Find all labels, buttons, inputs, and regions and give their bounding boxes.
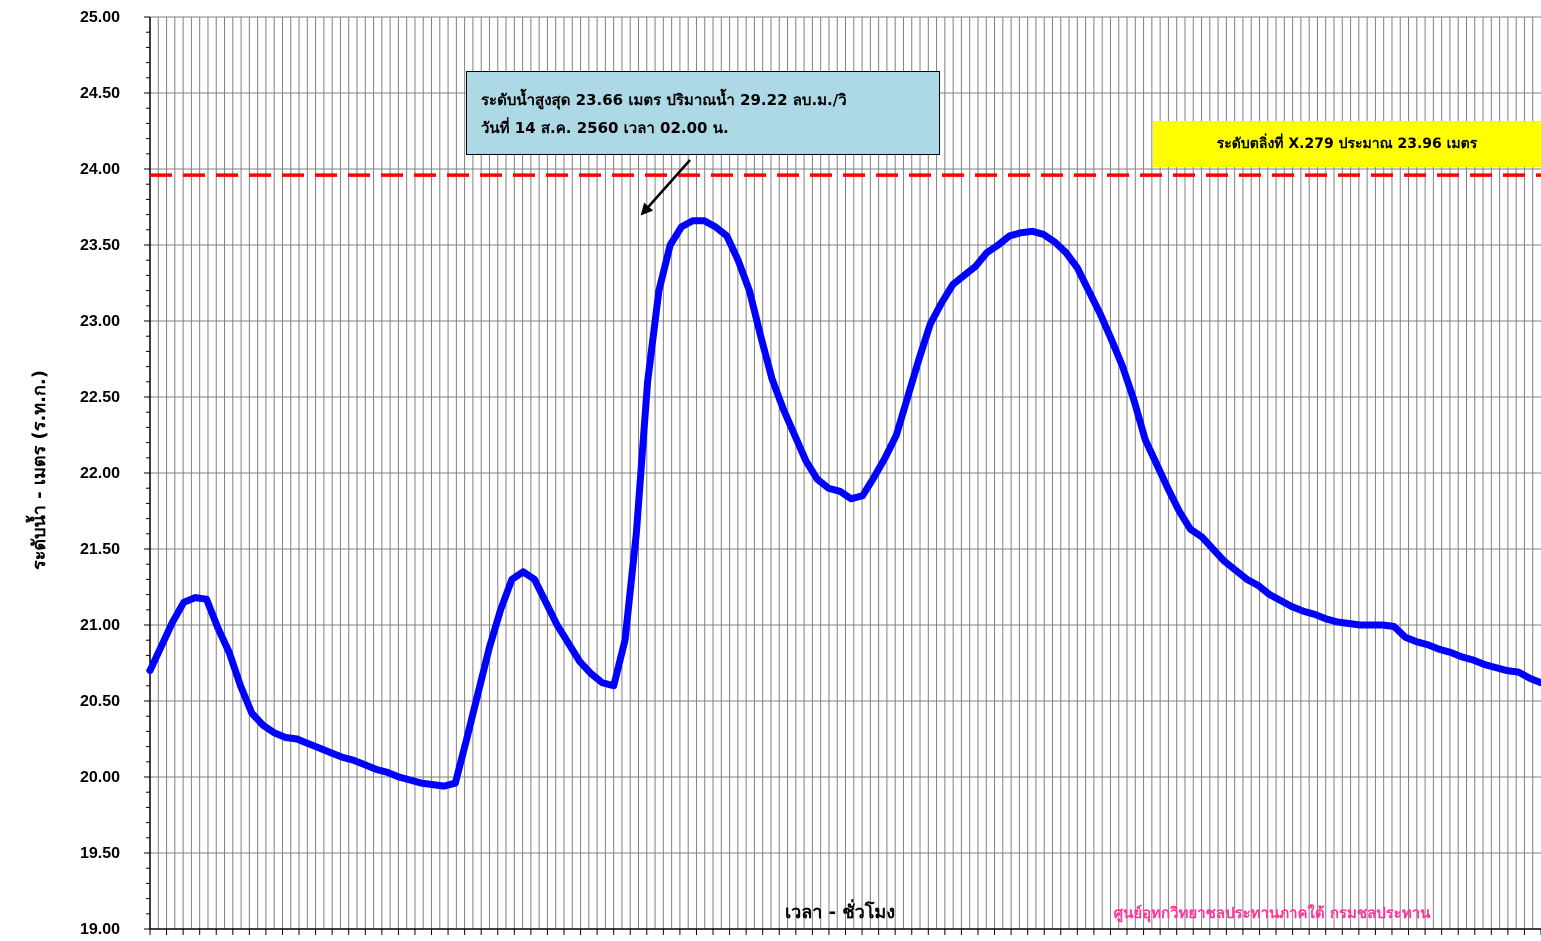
series-layer xyxy=(146,217,1541,790)
y-tick-label: 22.50 xyxy=(80,389,120,406)
threshold-label: ระดับตลิ่งที่ X.279 ประมาณ 23.96 เมตร xyxy=(1153,121,1541,167)
y-tick-label: 21.00 xyxy=(80,617,120,634)
x-axis-label: เวลา - ชั่วโมง xyxy=(785,899,895,923)
y-tick-label: 19.50 xyxy=(80,845,120,862)
y-tick-label: 23.50 xyxy=(80,237,120,254)
peak-callout-line1: ระดับน้ำสูงสุด 23.66 เมตร ปริมาณน้ำ 29.2… xyxy=(481,91,847,109)
y-tick-label: 23.00 xyxy=(80,313,120,330)
y-tick-label: 19.00 xyxy=(80,921,120,938)
y-tick-label: 24.50 xyxy=(80,85,120,102)
water-level-line xyxy=(146,217,1541,790)
y-axis-label: ระดับน้ำ - เมตร (ร.ท.ก.) xyxy=(25,370,50,570)
y-tick-label: 24.00 xyxy=(80,161,120,178)
axes: 19.00 19.50 20.00 20.50 21.00 21.50 22.00 22.50… xyxy=(80,9,1541,938)
y-tick-label: 21.50 xyxy=(80,541,120,558)
peak-callout: ระดับน้ำสูงสุด 23.66 เมตร ปริมาณน้ำ 29.2… xyxy=(466,71,940,155)
credit-text: ศูนย์อุทกวิทยาชลประทานภาคใต้ กรมชลประทาน xyxy=(1114,904,1432,923)
y-tick-label: 20.50 xyxy=(80,693,120,710)
y-tick-label: 25.00 xyxy=(80,9,120,26)
peak-callout-arrow xyxy=(640,159,691,216)
peak-callout-line2: วันที่ 14 ส.ค. 2560 เวลา 02.00 น. xyxy=(481,119,729,137)
y-tick-label: 20.00 xyxy=(80,769,120,786)
grid xyxy=(150,16,1541,930)
y-tick-label: 22.00 xyxy=(80,465,120,482)
